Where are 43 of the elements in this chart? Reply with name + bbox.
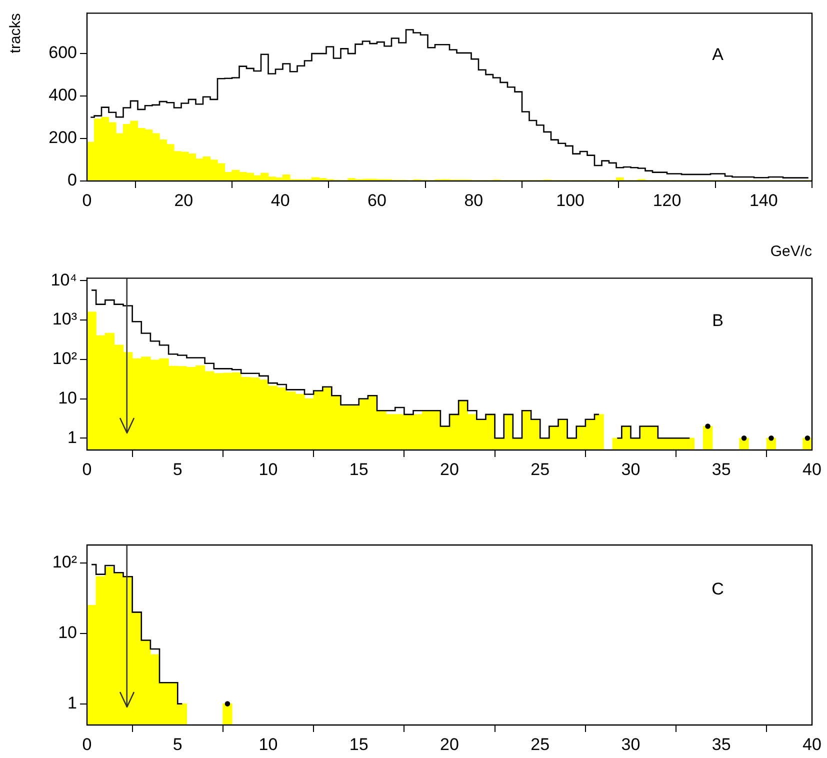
x-tick-label: 35 — [712, 460, 731, 479]
y-tick-label: 10³ — [52, 310, 78, 329]
x-tick-label: 80 — [464, 190, 484, 210]
x-tick-label: 5 — [172, 460, 182, 479]
x-tick-label: 60 — [368, 190, 386, 210]
x-tick-label: 20 — [440, 460, 459, 479]
y-tick-label: 10 — [58, 623, 77, 642]
x-tick-label: 25 — [530, 734, 550, 754]
x-tick-label: 120 — [652, 190, 682, 210]
x-tick-label: 140 — [749, 190, 778, 210]
x-tick-label: 40 — [802, 734, 822, 754]
x-tick-label: 15 — [349, 734, 368, 754]
x-tick-label: 0 — [82, 734, 92, 754]
x-tick-label: 100 — [556, 190, 585, 210]
y-tick-label: 200 — [48, 128, 77, 148]
annotation: B — [712, 310, 724, 330]
x-tick-label: 40 — [270, 190, 290, 210]
y-tick-label: 10² — [52, 552, 78, 572]
y-tick-label: 10² — [52, 349, 78, 368]
x-tick-label: 25 — [530, 460, 550, 479]
x-tick-label: 35 — [712, 734, 731, 754]
annotation: C — [712, 580, 724, 599]
y-tick-label: 400 — [48, 86, 77, 105]
x-tick-label: 0 — [82, 190, 92, 210]
x-tick-label: 0 — [82, 460, 92, 479]
x-tick-label: 40 — [802, 460, 822, 479]
x-tick-label: 10 — [258, 734, 278, 754]
y-tick-label: 1 — [68, 428, 77, 447]
y-axis-title: tracks — [7, 13, 24, 54]
y-tick-label: 600 — [48, 43, 77, 62]
y-tick-label: 0 — [68, 170, 77, 190]
x-tick-label: 10 — [258, 460, 278, 479]
y-tick-label: 10 — [58, 388, 77, 408]
x-tick-label: 15 — [349, 460, 368, 479]
x-axis-title: GeV/c — [770, 243, 812, 260]
annotation: A — [712, 44, 724, 64]
x-tick-label: 20 — [440, 734, 459, 754]
x-tick-label: 20 — [174, 190, 194, 210]
x-tick-label: 5 — [172, 734, 182, 754]
y-tick-label: 1 — [68, 693, 77, 712]
x-tick-label: 30 — [621, 734, 640, 754]
y-tick-label: 10⁴ — [50, 270, 77, 290]
x-tick-label: 30 — [621, 460, 640, 479]
